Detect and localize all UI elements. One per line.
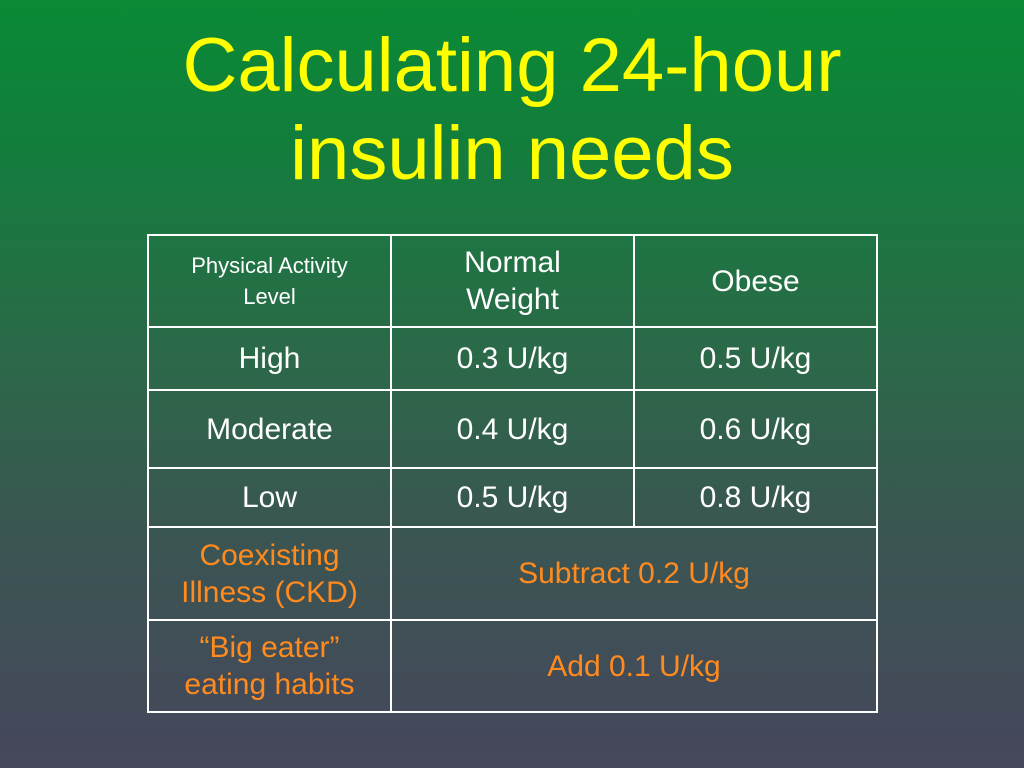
adjustment-row: Coexisting Illness (CKD) Subtract 0.2 U/… <box>147 526 878 621</box>
row-level: Low <box>147 467 392 528</box>
table-header-row: Physical Activity Level Normal Weight Ob… <box>147 234 878 328</box>
row-normal-value: 0.5 U/kg <box>390 467 635 528</box>
header-normal-weight: Normal Weight <box>390 234 635 328</box>
row-obese-value: 0.6 U/kg <box>633 389 878 469</box>
adjustment-label: Coexisting Illness (CKD) <box>147 526 392 621</box>
adjustment-label: “Big eater” eating habits <box>147 619 392 713</box>
slide-title-line-2: insulin needs <box>290 111 734 196</box>
header-activity-level: Physical Activity Level <box>147 234 392 328</box>
row-normal-value: 0.3 U/kg <box>390 326 635 391</box>
table-row: Moderate 0.4 U/kg 0.6 U/kg <box>147 389 878 469</box>
row-level: High <box>147 326 392 391</box>
header-obese: Obese <box>633 234 878 328</box>
adjustment-value: Subtract 0.2 U/kg <box>390 526 878 621</box>
row-obese-value: 0.8 U/kg <box>633 467 878 528</box>
row-normal-value: 0.4 U/kg <box>390 389 635 469</box>
adjustment-row: “Big eater” eating habits Add 0.1 U/kg <box>147 619 878 713</box>
table-row: Low 0.5 U/kg 0.8 U/kg <box>147 467 878 528</box>
slide-title: Calculating 24-hour insulin needs <box>0 22 1024 198</box>
adjustment-value: Add 0.1 U/kg <box>390 619 878 713</box>
slide-title-line-1: Calculating 24-hour <box>182 23 842 108</box>
insulin-needs-table: Physical Activity Level Normal Weight Ob… <box>147 234 878 713</box>
row-level: Moderate <box>147 389 392 469</box>
row-obese-value: 0.5 U/kg <box>633 326 878 391</box>
table-row: High 0.3 U/kg 0.5 U/kg <box>147 326 878 391</box>
